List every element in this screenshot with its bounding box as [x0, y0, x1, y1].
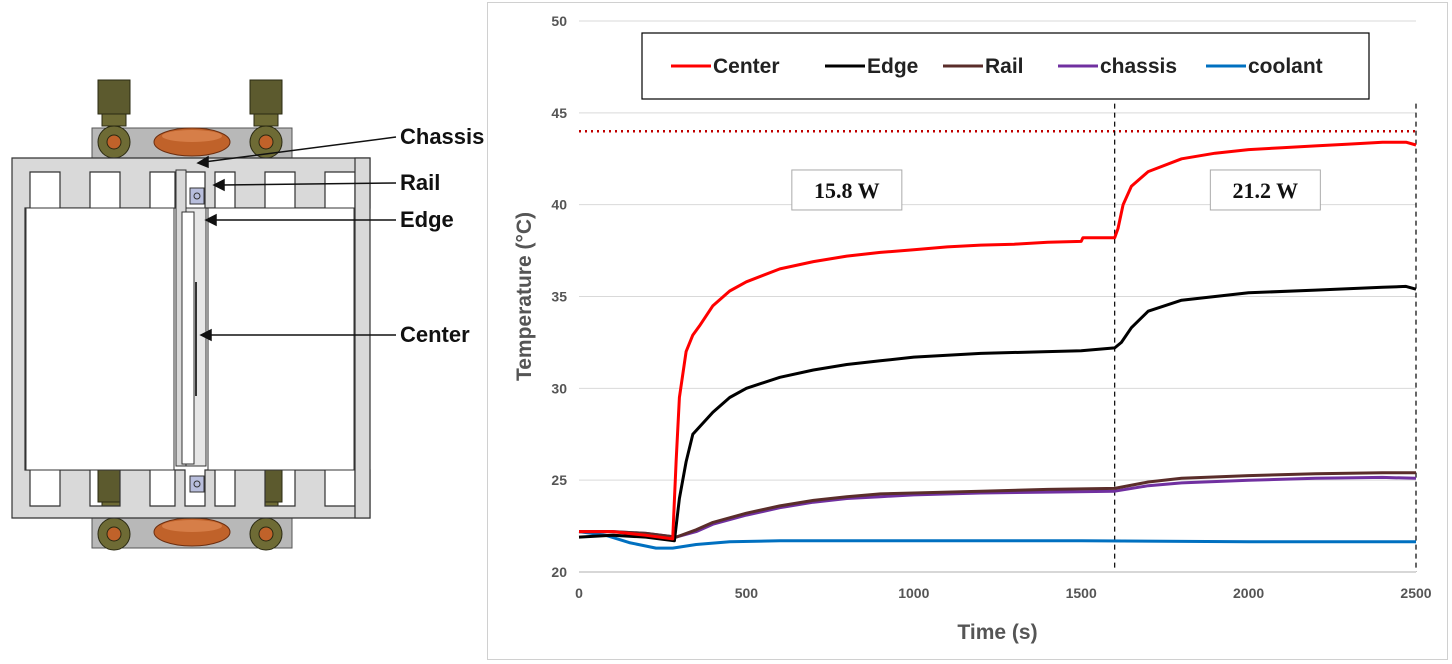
y-tick-label: 35 [551, 289, 567, 305]
x-tick-label: 1500 [1066, 585, 1097, 601]
cross-section-diagram: Chassis Rail Edge Center [11, 79, 484, 551]
x-tick-label: 500 [735, 585, 759, 601]
annotation-box [791, 169, 903, 211]
label-chassis: Chassis [400, 124, 484, 149]
x-axis-title: Time (s) [957, 621, 1037, 644]
label-edge: Edge [400, 207, 454, 232]
x-tick-label: 1000 [898, 585, 929, 601]
label-center: Center [400, 322, 470, 347]
x-tick-label: 0 [575, 585, 583, 601]
series-line-rail [579, 471, 1416, 539]
y-axis-title: Temperature (°C) [513, 212, 536, 381]
y-tick-label: 20 [551, 564, 567, 580]
callout-arrows [196, 136, 397, 342]
reference-lines [579, 103, 1417, 572]
series-line-coolant [578, 530, 1416, 550]
legend-label: Rail [985, 55, 1024, 78]
card-assembly [175, 169, 207, 493]
annotation-label: 15.8 W [814, 178, 880, 203]
chassis-frame [11, 157, 371, 519]
fitting-top-right [249, 79, 283, 159]
series-line-center [579, 140, 1417, 541]
legend-label: Edge [867, 55, 918, 78]
x-tick-label: 2500 [1400, 585, 1431, 601]
y-tick-label: 50 [551, 13, 567, 29]
fitting-top-left [97, 79, 131, 159]
annotation-box [1209, 169, 1321, 211]
legend-label: Center [713, 55, 780, 78]
series-line-edge [578, 284, 1417, 543]
annotation-label: 21.2 W [1233, 178, 1299, 203]
y-tick-label: 40 [551, 197, 567, 213]
series-lines [578, 140, 1417, 550]
legend: Center Edge Rail chassis coolant [641, 32, 1370, 100]
y-tick-label: 45 [551, 105, 567, 121]
grid-lines [579, 20, 1416, 481]
y-tick-label: 25 [551, 472, 567, 488]
x-tick-label: 2000 [1233, 585, 1264, 601]
legend-label: chassis [1100, 55, 1177, 78]
chart-panel: 20 25 30 35 40 45 50 0 500 1000 1500 2000 2500 15.8 … [487, 2, 1448, 660]
annotations: 15.8 W 21.2 W [791, 169, 1321, 211]
legend-label: coolant [1248, 55, 1323, 78]
y-tick-label: 30 [551, 380, 567, 396]
legend-box [641, 32, 1370, 100]
label-rail: Rail [400, 170, 440, 195]
series-line-chassis [579, 475, 1417, 539]
